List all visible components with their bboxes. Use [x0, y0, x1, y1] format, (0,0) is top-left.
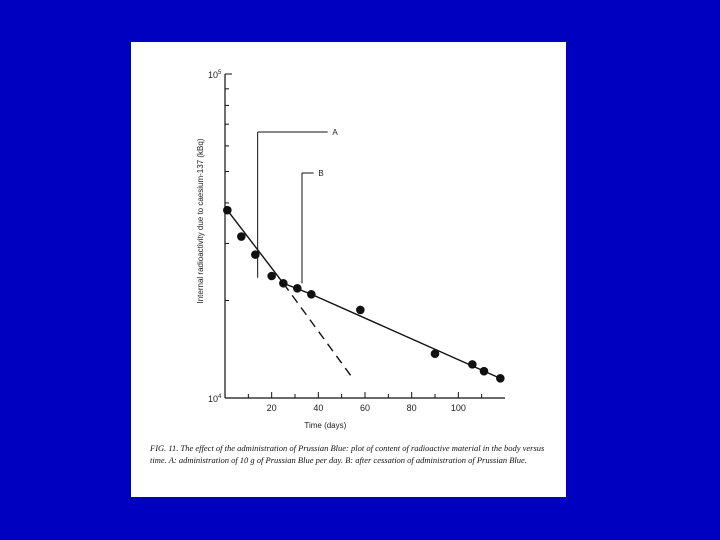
dashed-fit-line [282, 282, 352, 377]
fit-line [283, 282, 501, 379]
figure-panel: 105 104 20 40 60 80 100 Time (days) Internal rad… [131, 42, 566, 497]
data-point [223, 205, 232, 215]
x-tick-label: 60 [360, 403, 370, 413]
caption-fig-label: FIG. 11. [150, 443, 179, 453]
data-point [267, 271, 276, 281]
data-point [279, 278, 288, 288]
x-tick-label: 40 [313, 403, 323, 413]
fit-line [226, 209, 284, 284]
data-point [356, 305, 365, 315]
y-tick-label: 105 [208, 70, 222, 80]
data-point [468, 360, 477, 369]
x-tick-label: 80 [407, 403, 417, 413]
data-point [496, 374, 505, 383]
data-point [293, 284, 302, 293]
figure-caption: FIG. 11. The effect of the administratio… [150, 443, 550, 466]
annotation-label-a: A [332, 128, 338, 137]
y-tick-label: 104 [208, 394, 222, 404]
x-axis-title: Time (days) [304, 421, 346, 430]
data-point [430, 349, 440, 359]
chart: 105 104 20 40 60 80 100 Time (days) Internal rad… [196, 70, 505, 430]
x-tick-label: 20 [267, 403, 277, 413]
caption-text: The effect of the administration of Prus… [150, 443, 545, 465]
data-point [251, 250, 260, 259]
x-tick-label: 100 [451, 403, 466, 413]
data-point [479, 366, 489, 376]
data-point [237, 232, 246, 241]
data-point [307, 289, 316, 299]
annotation-label-b: B [318, 169, 323, 178]
y-axis-title: Internal radioactivity due to caesium-13… [196, 138, 205, 303]
